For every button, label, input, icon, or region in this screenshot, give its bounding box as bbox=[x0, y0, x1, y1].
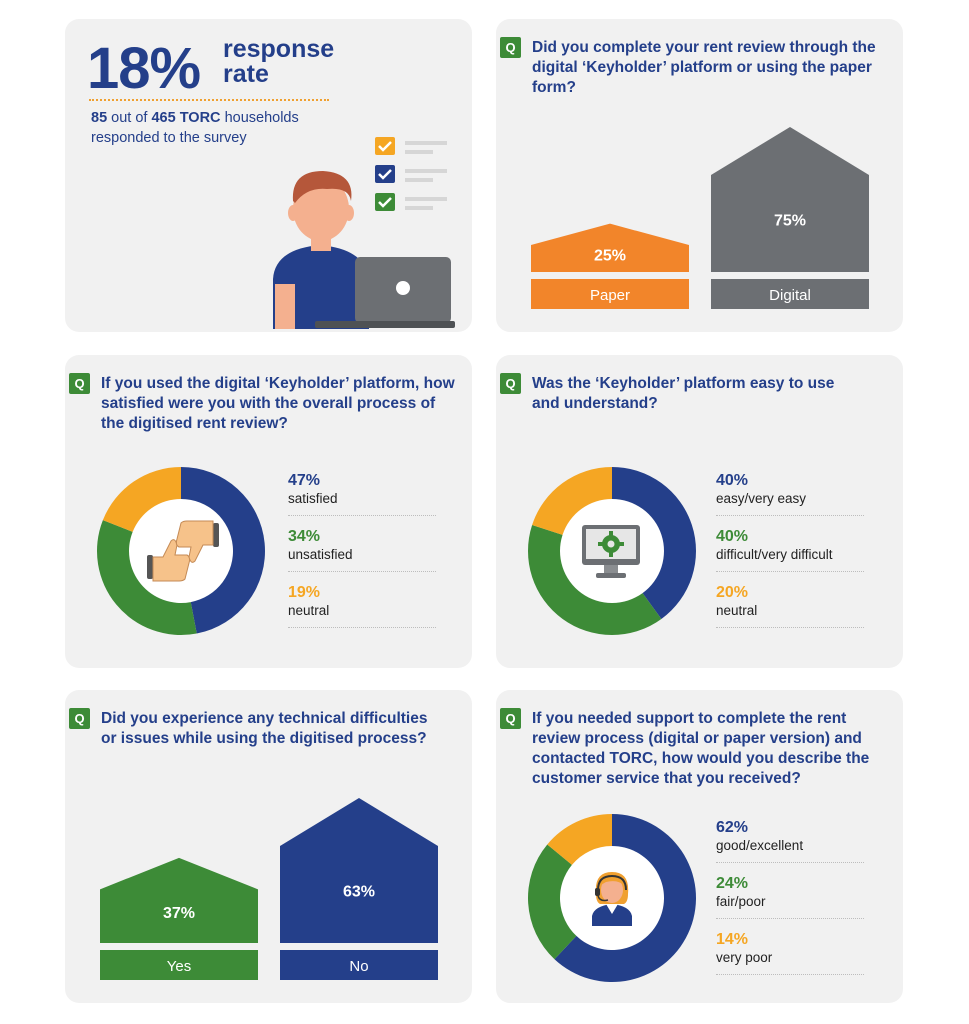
q4-bar-value-label: 37% bbox=[163, 905, 195, 922]
q4-bar-yes: 37% Yes bbox=[100, 857, 258, 980]
question-badge: Q bbox=[500, 708, 521, 729]
q1-card: Q Did you complete your rent review thro… bbox=[496, 19, 903, 332]
q2-legend-item: 19% neutral bbox=[288, 583, 436, 628]
q3-slice-1 bbox=[528, 525, 662, 635]
q2-legend-item: 34% unsatisfied bbox=[288, 527, 436, 572]
thumbs-icon bbox=[147, 520, 219, 582]
q1-bar-category-label: Paper bbox=[590, 287, 630, 304]
q1-bar-paper: 25% Paper bbox=[531, 223, 689, 309]
q5-slice-0 bbox=[554, 814, 696, 982]
question-badge: Q bbox=[69, 708, 90, 729]
q2-legend-label: unsatisfied bbox=[288, 547, 353, 562]
q5-legend-percent: 24% bbox=[716, 875, 749, 892]
support-agent-icon bbox=[592, 872, 632, 926]
q3-legend-label: neutral bbox=[716, 603, 758, 618]
q2-legend-percent: 47% bbox=[288, 472, 321, 489]
q3-slice-0 bbox=[612, 467, 696, 619]
response-detail: 85 out of 465 TORC households responded … bbox=[91, 108, 351, 148]
q5-legend-item: 24% fair/poor bbox=[716, 874, 864, 919]
q2-card: Q If you used the digital ‘Keyholder’ pl… bbox=[65, 355, 472, 668]
q3-legend-item: 40% easy/very easy bbox=[716, 471, 864, 516]
response-total-text: households responded to the survey bbox=[91, 110, 299, 146]
q1-question: Did you complete your rent review throug… bbox=[532, 39, 876, 96]
q5-legend-label: fair/poor bbox=[716, 894, 766, 909]
response-total: 465 TORC bbox=[151, 110, 221, 126]
q2-legend-percent: 19% bbox=[288, 584, 321, 601]
q4-bar-category-label: No bbox=[349, 958, 368, 975]
q5-slice-2 bbox=[547, 814, 612, 865]
q4-question: Did you experience any technical difficu… bbox=[101, 710, 428, 747]
q5-legend-item: 62% good/excellent bbox=[716, 818, 864, 863]
q5-slice-1 bbox=[528, 844, 577, 960]
q1-bar-value-label: 75% bbox=[774, 213, 806, 230]
q4-bar-value-label: 63% bbox=[343, 884, 375, 901]
person-laptop-illustration bbox=[273, 137, 455, 329]
q3-legend-item: 40% difficult/very difficult bbox=[716, 527, 864, 572]
q3-question: Was the ‘Keyholder’ platform easy to use… bbox=[532, 375, 835, 412]
q1-bar-digital: 75% Digital bbox=[711, 127, 869, 309]
q3-legend-label: easy/very easy bbox=[716, 491, 807, 506]
q2-legend-percent: 34% bbox=[288, 528, 321, 545]
q3-legend-item: 20% neutral bbox=[716, 583, 864, 628]
q3-card: Q Was the ‘Keyholder’ platform easy to u… bbox=[496, 355, 903, 668]
q3-legend-label: difficult/very difficult bbox=[716, 547, 833, 562]
q3-slice-2 bbox=[532, 467, 612, 535]
q2-legend-label: satisfied bbox=[288, 491, 338, 506]
q2-legend-item: 47% satisfied bbox=[288, 471, 436, 516]
response-count: 85 bbox=[91, 110, 108, 126]
q4-house-chart: 37% Yes 63% No bbox=[100, 798, 438, 980]
question-badge: Q bbox=[500, 37, 521, 58]
response-percent: 18% bbox=[87, 36, 201, 101]
q5-legend-label: good/excellent bbox=[716, 838, 804, 853]
q5-legend-item: 14% very poor bbox=[716, 930, 864, 975]
dotted-divider bbox=[89, 99, 329, 101]
q2-slice-0 bbox=[181, 467, 266, 634]
q5-question: If you needed support to complete the re… bbox=[532, 710, 870, 787]
response-rate-card: 18% response rate 85 out of 465 TORC hou… bbox=[65, 19, 472, 332]
q2-slice-2 bbox=[102, 467, 181, 532]
q2-slice-1 bbox=[96, 520, 197, 635]
q1-bar-category-label: Digital bbox=[769, 287, 811, 304]
q2-legend-label: neutral bbox=[288, 603, 330, 618]
q3-legend-percent: 40% bbox=[716, 472, 749, 489]
q5-legend-percent: 62% bbox=[716, 819, 749, 836]
q4-bar-category-label: Yes bbox=[167, 958, 191, 975]
q5-legend-label: very poor bbox=[716, 950, 773, 965]
question-badge: Q bbox=[69, 373, 90, 394]
q4-card: Q Did you experience any technical diffi… bbox=[65, 690, 472, 1003]
response-count-text: out of bbox=[111, 110, 148, 126]
q5-card: Q If you needed support to complete the … bbox=[496, 690, 903, 1003]
q1-bar-value-label: 25% bbox=[594, 248, 626, 265]
q1-house-chart: 25% Paper 75% Digital bbox=[531, 127, 869, 309]
response-word: response rate bbox=[223, 35, 335, 88]
q5-legend-percent: 14% bbox=[716, 931, 749, 948]
q2-question: If you used the digital ‘Keyholder’ plat… bbox=[101, 375, 455, 432]
q3-legend-percent: 40% bbox=[716, 528, 749, 545]
q3-legend-percent: 20% bbox=[716, 584, 749, 601]
q4-bar-no: 63% No bbox=[280, 798, 438, 980]
monitor-gear-icon bbox=[582, 525, 640, 578]
question-badge: Q bbox=[500, 373, 521, 394]
